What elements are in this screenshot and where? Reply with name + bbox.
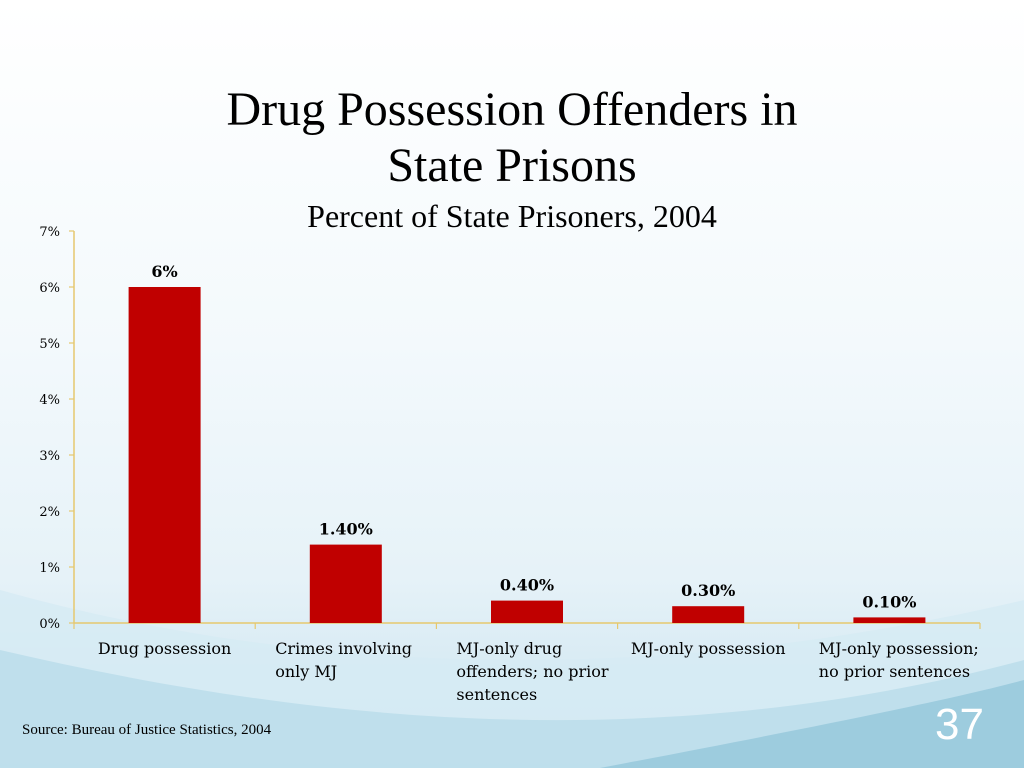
data-label: 0.10% (862, 592, 916, 611)
source-note: Source: Bureau of Justice Statistics, 20… (22, 722, 272, 738)
category-label: sentences (456, 685, 537, 704)
bar (491, 600, 563, 623)
chart-subtitle: Percent of State Prisoners, 2004 (307, 198, 717, 234)
category-label: only MJ (275, 662, 337, 681)
category-label: offenders; no prior (456, 662, 608, 681)
chart-title: Drug Possession Offenders in State Prison… (0, 82, 1024, 194)
y-tick-label: 1% (39, 561, 60, 576)
y-tick-label: 3% (39, 449, 60, 464)
y-tick-label: 5% (39, 337, 60, 352)
chart-title-text: Drug Possession Offenders in State Prison… (226, 83, 798, 192)
category-label: MJ-only possession; (819, 639, 979, 658)
data-label: 6% (151, 262, 177, 281)
data-label: 0.40% (500, 576, 554, 595)
bar (128, 287, 201, 623)
category-label: Drug possession (98, 639, 231, 658)
bar (853, 617, 926, 623)
y-tick-label: 2% (39, 505, 60, 520)
data-label: 1.40% (319, 520, 373, 539)
category-label: no prior sentences (819, 662, 970, 681)
bar (672, 606, 745, 623)
category-label: MJ-only drug (456, 639, 562, 658)
bar (309, 544, 382, 623)
category-label: MJ-only possession (631, 639, 786, 658)
y-tick-label: 6% (39, 281, 60, 296)
category-label: Crimes involving (275, 639, 412, 658)
y-tick-label: 0% (39, 617, 60, 632)
y-tick-label: 4% (39, 393, 60, 408)
slide-number: 37 (935, 700, 984, 749)
y-tick-label: 7% (39, 225, 60, 240)
data-label: 0.30% (681, 581, 735, 600)
